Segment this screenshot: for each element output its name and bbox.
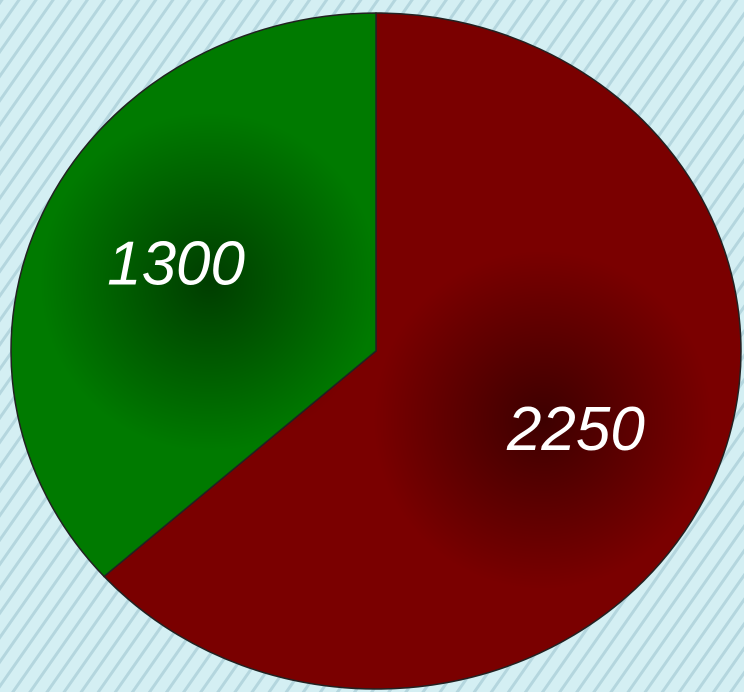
data-label: 1300 <box>107 230 245 299</box>
slice-shade <box>39 112 380 453</box>
data-label: 2250 <box>506 395 645 464</box>
slice-shade <box>372 249 713 590</box>
